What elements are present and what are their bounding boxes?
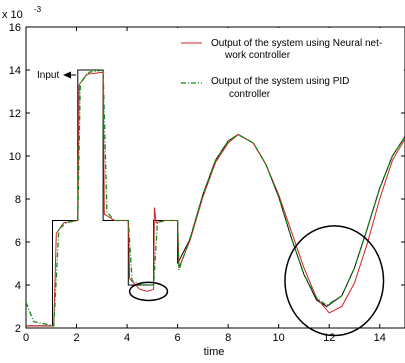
y-tick-label: 10 <box>9 151 21 163</box>
series-layer <box>25 69 405 327</box>
series-neural <box>26 71 405 327</box>
y-scale-label: x 10 <box>2 9 23 21</box>
input-annotation: Input <box>37 70 76 81</box>
series-input <box>26 69 405 327</box>
x-tick-label: 8 <box>225 332 231 344</box>
x-tick-label: 2 <box>73 332 79 344</box>
input-annotation-label: Input <box>37 70 59 81</box>
legend-box <box>176 28 404 106</box>
annotations <box>128 225 385 337</box>
legend: Output of the system using Neural net- w… <box>176 28 404 106</box>
legend-label-pid-line2: controller <box>229 89 271 100</box>
x-tick-label: 0 <box>23 332 29 344</box>
x-tick-label: 10 <box>273 332 285 344</box>
y-tick-label: 12 <box>9 108 21 120</box>
x-tick-label: 14 <box>374 332 386 344</box>
y-tick-label: 14 <box>9 65 21 77</box>
legend-label-neural-line2: work controller <box>224 50 291 61</box>
x-tick-label: 6 <box>175 332 181 344</box>
series-pid <box>25 69 405 327</box>
legend-label-neural-line1: Output of the system using Neural net- <box>211 38 382 49</box>
plot-frame <box>25 26 405 329</box>
y-tick-label: 16 <box>9 22 21 34</box>
y-tick-label: 6 <box>15 237 21 249</box>
legend-label-pid-line1: Output of the system using PID <box>211 76 349 87</box>
y-tick-label: 2 <box>15 323 21 335</box>
highlight-circle-large <box>284 225 385 337</box>
y-scale-exponent: -3 <box>34 5 42 14</box>
y-tick-label: 8 <box>15 194 21 206</box>
x-tick-label: 4 <box>124 332 130 344</box>
x-axis-label: time <box>204 346 225 358</box>
highlight-ellipse-small <box>128 281 169 302</box>
x-tick-label: 12 <box>323 332 335 344</box>
y-tick-label: 4 <box>15 280 21 292</box>
input-annotation-arrow-head <box>63 71 71 79</box>
